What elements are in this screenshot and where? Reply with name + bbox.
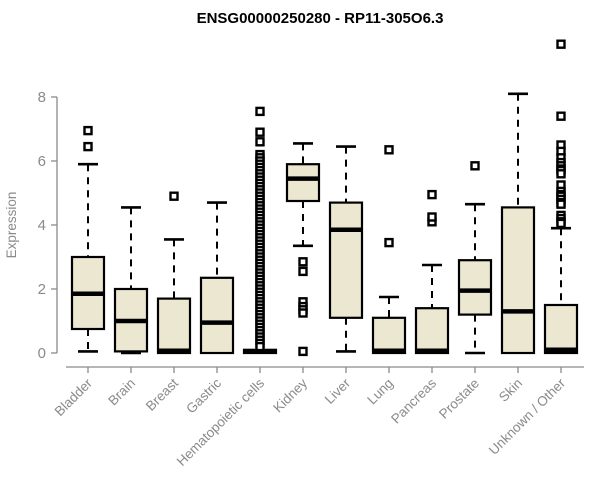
x-tick-label-brain: Brain: [105, 376, 138, 409]
x-tick-label-bladder: Bladder: [52, 375, 96, 419]
outlier-point-hematopoietic-cells: [255, 127, 265, 137]
x-tick-label-gastric: Gastric: [183, 375, 224, 416]
outlier-point-unknown-other: [556, 169, 566, 179]
box-pancreas: [414, 307, 450, 355]
outlier-point-bladder: [83, 141, 93, 152]
outlier-point-hematopoietic-cells: [255, 106, 265, 117]
box-breast: [156, 297, 192, 355]
x-tick-label-pancreas: Pancreas: [388, 375, 439, 426]
box-liver: [328, 201, 364, 319]
outlier-point-kidney: [298, 257, 308, 267]
box-prostate: [457, 259, 493, 316]
y-tick-label: 8: [38, 89, 46, 106]
box-unknown-other: [543, 303, 579, 355]
x-tick-label-breast: Breast: [143, 375, 181, 413]
outlier-point-unknown-other: [556, 199, 566, 209]
x-tick-label-prostate: Prostate: [436, 376, 482, 422]
outlier-point-prostate: [470, 161, 480, 171]
outlier-point-kidney: [298, 308, 308, 318]
y-axis-title: Expression: [4, 192, 19, 259]
x-tick-label-liver: Liver: [322, 375, 354, 407]
outlier-point-pancreas: [427, 189, 437, 200]
outlier-point-hematopoietic-cells: [255, 137, 265, 147]
outlier-point-pancreas: [427, 212, 437, 222]
box-lung: [371, 316, 407, 355]
y-tick-label: 6: [38, 153, 46, 170]
chart-title: ENSG00000250280 - RP11-305O6.3: [197, 10, 444, 27]
outlier-point-bladder: [83, 125, 93, 136]
outlier-point-breast: [169, 191, 179, 201]
x-tick-label-unknown-other: Unknown / Other: [486, 375, 569, 458]
outlier-point-lung: [384, 145, 394, 155]
outlier-point-unknown-other: [556, 39, 566, 49]
x-tick-label-lung: Lung: [364, 376, 396, 408]
box-skin: [500, 206, 536, 355]
outlier-point-unknown-other: [556, 218, 566, 229]
y-tick-label: 0: [38, 345, 46, 362]
x-tick-label-skin: Skin: [496, 376, 525, 405]
y-tick-label: 4: [38, 217, 46, 234]
outlier-point-lung: [384, 237, 394, 248]
box-gastric: [199, 276, 235, 355]
y-tick-label: 2: [38, 281, 46, 298]
outlier-point-kidney: [298, 346, 308, 357]
x-tick-label-kidney: Kidney: [270, 375, 310, 415]
outlier-point-hematopoietic-cells: [255, 341, 265, 352]
outlier-point-unknown-other: [556, 111, 566, 121]
box-kidney: [285, 163, 321, 203]
outlier-point-kidney: [298, 266, 308, 277]
